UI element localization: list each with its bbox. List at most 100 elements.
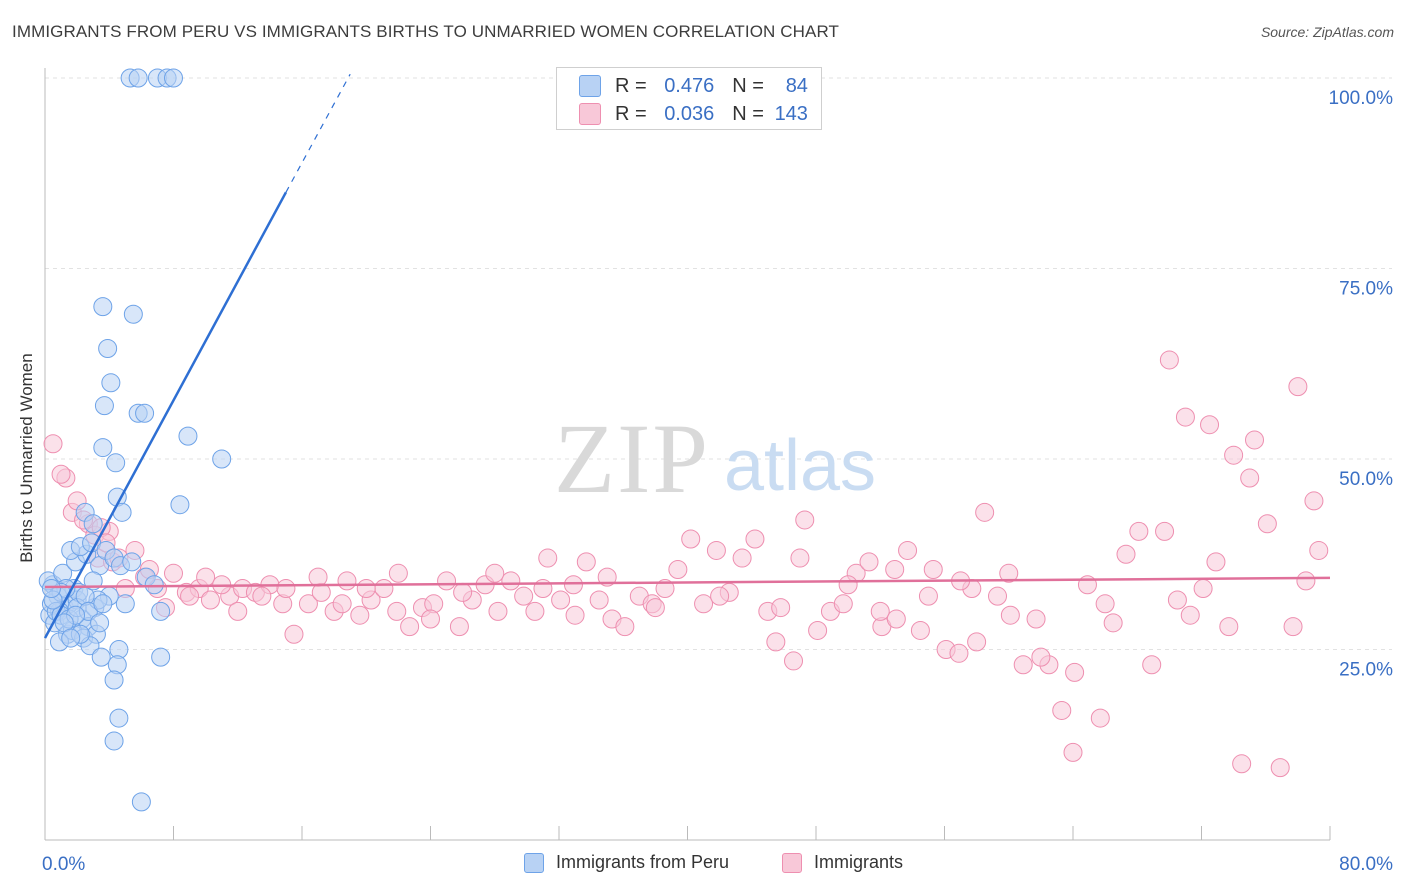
peru-legend-swatch <box>524 852 544 873</box>
peru-point <box>123 304 143 324</box>
peru-point <box>94 396 114 416</box>
immigrants-point <box>387 601 407 621</box>
r-value: 0.476 <box>664 74 715 97</box>
peru-point <box>151 647 171 667</box>
x-tick-label-min: 0.0% <box>42 854 85 875</box>
y-axis-label: Births to Unmarried Women <box>17 353 36 562</box>
immigrants-point <box>1013 655 1033 675</box>
immigrants-point <box>1065 662 1085 682</box>
peru-trend-extension <box>285 73 351 193</box>
peru-point <box>151 601 171 621</box>
immigrants-point <box>43 434 63 454</box>
immigrants-point <box>655 579 675 599</box>
immigrants-point <box>284 624 304 644</box>
legend-item-immigrants[interactable]: Immigrants <box>782 852 903 873</box>
r-label: R = <box>615 74 647 97</box>
peru-point <box>101 373 121 393</box>
immigrants-point <box>374 579 394 599</box>
immigrants-point <box>252 586 272 606</box>
immigrants-point <box>356 579 376 599</box>
immigrants-swatch <box>579 103 601 125</box>
immigrants-point <box>276 579 296 599</box>
immigrants-point <box>694 594 714 614</box>
immigrants-point <box>1180 605 1200 625</box>
immigrants-point <box>1309 540 1329 560</box>
immigrants-point <box>898 540 918 560</box>
peru-point <box>106 453 126 473</box>
immigrants-point <box>337 571 357 591</box>
immigrants-point <box>1090 708 1110 728</box>
peru-point <box>83 514 103 534</box>
immigrants-point <box>400 617 420 637</box>
peru-point <box>93 297 113 317</box>
immigrants-point <box>838 575 858 595</box>
immigrants-point <box>1283 617 1303 637</box>
immigrants-point <box>706 540 726 560</box>
peru-point <box>128 68 148 88</box>
stats-row-peru: R = 0.476 N = 84 <box>579 73 808 99</box>
immigrants-point <box>859 552 879 572</box>
immigrants-point <box>525 601 545 621</box>
peru-point <box>104 670 124 690</box>
immigrants-trend-line <box>44 576 1331 589</box>
peru-point <box>131 792 151 812</box>
peru-point <box>98 339 118 359</box>
immigrants-point <box>681 529 701 549</box>
immigrants-point <box>784 651 804 671</box>
watermark-zip: ZIP <box>554 403 710 514</box>
immigrants-point <box>1257 514 1277 534</box>
legend-item-peru[interactable]: Immigrants from Peru <box>524 852 729 873</box>
immigrants-point <box>833 594 853 614</box>
immigrants-point <box>565 605 585 625</box>
immigrants-point <box>164 563 183 583</box>
immigrants-point <box>453 582 473 602</box>
peru-point <box>93 438 113 458</box>
peru-point <box>115 594 135 614</box>
immigrants-point <box>332 594 352 614</box>
watermark: ZIP atlas <box>554 403 876 514</box>
immigrants-point <box>1052 700 1072 720</box>
immigrants-point <box>1167 590 1187 610</box>
immigrants-point <box>771 598 791 618</box>
immigrants-point <box>732 548 752 568</box>
peru-points <box>38 68 232 812</box>
peru-point <box>91 647 111 667</box>
immigrants-point <box>228 601 248 621</box>
immigrants-point <box>808 620 828 640</box>
immigrants-point <box>514 586 534 606</box>
tick-labels: 25.0% 50.0% 75.0% 100.0% 0.0% 80.0% <box>42 88 1393 875</box>
immigrants-point <box>745 529 765 549</box>
peru-point <box>144 575 164 595</box>
immigrants-point <box>615 617 635 637</box>
immigrants-point <box>918 586 938 606</box>
stats-legend: R = 0.476 N = 84 R = 0.036 N = 143 <box>556 67 822 130</box>
immigrants-point <box>668 559 688 579</box>
n-label: N = <box>732 102 764 125</box>
immigrants-point <box>870 601 890 621</box>
immigrants-point <box>388 563 408 583</box>
immigrants-point <box>1142 655 1162 675</box>
n-value: 143 <box>774 102 808 125</box>
immigrants-point <box>1296 571 1316 591</box>
immigrants-point <box>1200 415 1220 435</box>
immigrants-point <box>1193 579 1213 599</box>
immigrants-point <box>1116 544 1136 564</box>
peru-trend-line <box>43 191 288 639</box>
stats-row-immigrants: R = 0.036 N = 143 <box>579 101 808 127</box>
immigrants-point <box>1175 407 1195 427</box>
immigrants-point <box>967 632 987 652</box>
immigrants-point <box>551 590 571 610</box>
immigrants-point <box>949 643 969 663</box>
y-tick-label: 75.0% <box>1339 279 1393 300</box>
watermark-atlas: atlas <box>724 426 876 506</box>
immigrants-point <box>298 594 318 614</box>
immigrants-point <box>795 510 815 530</box>
immigrants-point <box>975 502 995 522</box>
immigrants-point <box>1240 468 1260 488</box>
gridlines <box>45 77 1392 650</box>
immigrants-point <box>200 590 220 610</box>
immigrants-point <box>1103 613 1123 633</box>
peru-point <box>109 708 129 728</box>
immigrants-point <box>1031 647 1051 667</box>
